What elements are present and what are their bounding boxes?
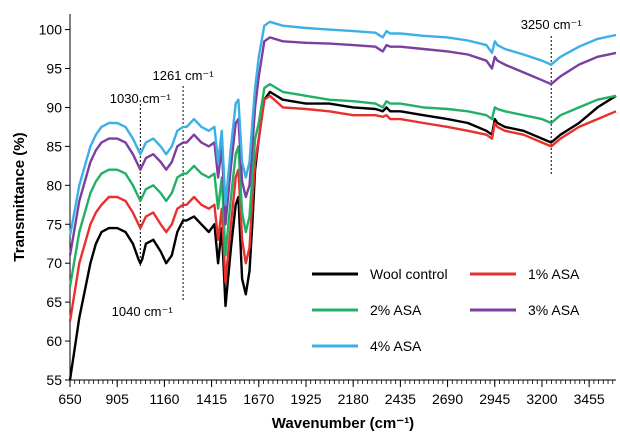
y-tick-label: 95 bbox=[46, 61, 62, 77]
peak-annotations: 1030 cm⁻¹ 1261 cm⁻¹ 1040 cm⁻¹ 3250 cm⁻¹ bbox=[110, 17, 583, 319]
y-tick-label: 55 bbox=[46, 372, 62, 388]
y-tick-label: 80 bbox=[46, 177, 62, 193]
x-axis-title: Wavenumber (cm⁻¹) bbox=[272, 415, 414, 432]
legend-label: 1% ASA bbox=[528, 266, 580, 282]
peak-annotation: 3250 cm⁻¹ bbox=[521, 17, 583, 32]
legend-label: 4% ASA bbox=[370, 338, 422, 354]
x-tick-label: 1160 bbox=[149, 391, 179, 407]
legend-label: 3% ASA bbox=[528, 302, 580, 318]
x-tick-label: 1415 bbox=[196, 391, 227, 407]
series-line bbox=[68, 82, 617, 287]
x-tick-label: 3455 bbox=[574, 391, 605, 407]
peak-annotation: 1261 cm⁻¹ bbox=[153, 68, 215, 83]
y-axis-title: Transmittance (%) bbox=[11, 132, 28, 261]
y-tick-label: 60 bbox=[46, 333, 62, 349]
series-line bbox=[68, 36, 617, 256]
x-tick-label: 905 bbox=[106, 391, 130, 407]
y-tick-label: 90 bbox=[46, 99, 62, 115]
x-tick-label: 3200 bbox=[526, 391, 557, 407]
x-tick-label: 650 bbox=[58, 391, 82, 407]
x-tick-label: 2690 bbox=[432, 391, 463, 407]
series-line bbox=[68, 20, 617, 237]
x-tick-label: 2180 bbox=[338, 391, 369, 407]
legend: Wool control 1% ASA 2% ASA 3% ASA 4% ASA bbox=[312, 266, 580, 354]
y-tick-label: 65 bbox=[46, 294, 62, 310]
peak-annotation: 1040 cm⁻¹ bbox=[112, 304, 174, 319]
series-layer bbox=[68, 20, 617, 381]
legend-label: 2% ASA bbox=[370, 302, 422, 318]
series-line bbox=[68, 94, 617, 322]
y-tick-label: 75 bbox=[46, 216, 62, 232]
y-tick-label: 85 bbox=[46, 138, 62, 154]
series-line bbox=[68, 90, 617, 381]
y-tick-label: 100 bbox=[39, 22, 63, 38]
peak-annotation: 1030 cm⁻¹ bbox=[110, 91, 172, 106]
x-tick-label: 1670 bbox=[243, 391, 274, 407]
y-tick-label: 70 bbox=[46, 255, 62, 271]
x-tick-label: 2435 bbox=[385, 391, 416, 407]
legend-label: Wool control bbox=[370, 266, 448, 282]
x-tick-label: 2945 bbox=[479, 391, 510, 407]
x-tick-label: 1925 bbox=[290, 391, 321, 407]
axes: 650 905 1160 1415 1670 1925 2180 2435 2690 2945 32… bbox=[11, 14, 616, 432]
